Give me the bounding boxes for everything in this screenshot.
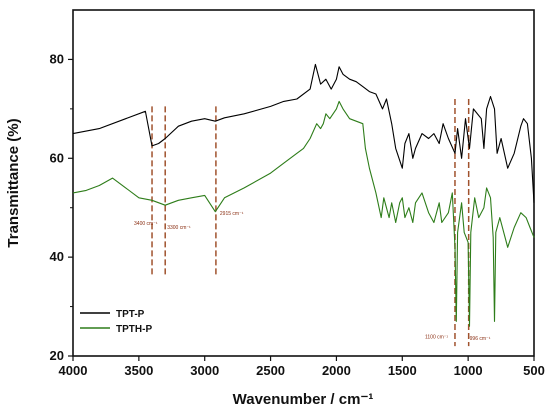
x-tick-label: 3500 bbox=[124, 363, 153, 378]
series-line-tpt-p bbox=[72, 63, 535, 203]
y-axis-title: Transmittance (%) bbox=[5, 118, 22, 247]
y-tick-label: 20 bbox=[50, 348, 64, 363]
annotation-label: 1100 cm⁻¹ bbox=[425, 335, 448, 341]
axis-ticks: 4000 3500 3000 2500 2000 1500 1000 500 20 40 60 80 bbox=[50, 51, 545, 378]
x-tick-label: 2500 bbox=[256, 363, 285, 378]
legend: TPT-P TPTH-P bbox=[80, 309, 152, 335]
x-tick-label: 2000 bbox=[322, 363, 351, 378]
legend-label: TPT-P bbox=[116, 309, 145, 320]
y-tick-label: 60 bbox=[50, 150, 64, 165]
plot-frame bbox=[72, 9, 535, 357]
x-tick-label: 1500 bbox=[388, 363, 417, 378]
legend-label: TPTH-P bbox=[116, 324, 152, 335]
x-tick-label: 4000 bbox=[59, 363, 88, 378]
x-tick-label: 3000 bbox=[190, 363, 219, 378]
x-tick-label: 500 bbox=[523, 363, 545, 378]
series-line-tpth-p bbox=[72, 100, 535, 327]
series-lines bbox=[72, 63, 535, 327]
annotation-label: 2915 cm⁻¹ bbox=[220, 211, 244, 217]
annotation-label: 3400 cm⁻¹ bbox=[134, 221, 158, 227]
annotation-label: 996 cm⁻¹ bbox=[470, 336, 491, 342]
x-axis-title: Wavenumber / cm⁻¹ bbox=[233, 391, 374, 408]
y-tick-label: 40 bbox=[50, 249, 64, 264]
annotation-markers: 3400 cm⁻¹ 3300 cm⁻¹ 2915 cm⁻¹ 1100 cm⁻¹ 996 … bbox=[134, 98, 491, 347]
y-tick-label: 80 bbox=[50, 51, 64, 66]
annotation-label: 3300 cm⁻¹ bbox=[167, 225, 191, 231]
x-tick-label: 1000 bbox=[454, 363, 483, 378]
